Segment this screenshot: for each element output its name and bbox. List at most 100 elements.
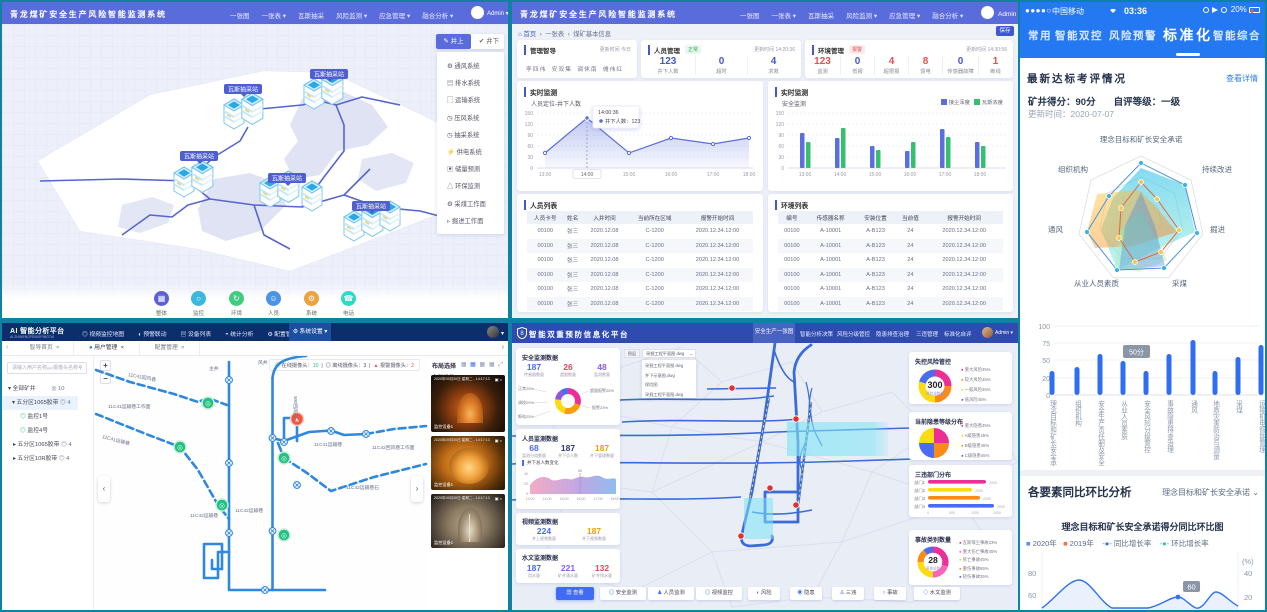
svg-text:运输机电智能管理: 运输机电智能管理 — [1258, 400, 1266, 453]
svg-text:安全生产责任制及安全管理制度: 安全生产责任制及安全管理制度 — [1097, 399, 1105, 466]
svg-text:通风: 通风 — [1190, 399, 1198, 415]
svg-text:通风: 通风 — [1048, 224, 1064, 234]
svg-text:正常29%: 正常29% — [518, 385, 534, 391]
svg-text:30: 30 — [778, 155, 784, 161]
svg-text:17:00: 17:00 — [707, 172, 720, 178]
svg-text:2000: 2000 — [993, 511, 1001, 515]
svg-text:50: 50 — [1042, 358, 1050, 365]
svg-text:150: 150 — [776, 111, 785, 117]
svg-text:60: 60 — [1187, 583, 1195, 592]
svg-text:从业人员素质: 从业人员素质 — [1120, 400, 1128, 441]
svg-text:80: 80 — [1028, 569, 1036, 578]
svg-text:11C42运输巷: 11C42运输巷 — [235, 507, 263, 514]
svg-text:2000: 2000 — [997, 505, 1005, 509]
svg-text:16:00: 16:00 — [577, 497, 586, 501]
svg-text:11C41运输巷: 11C41运输巷 — [101, 433, 130, 447]
svg-text:13:00: 13:00 — [539, 172, 552, 178]
svg-text:◎: ◎ — [177, 445, 183, 452]
svg-text:地质灾害防治与测量: 地质灾害防治与测量 — [1212, 399, 1220, 460]
svg-text:部门4: 部门4 — [914, 503, 925, 510]
svg-text:持续改进: 持续改进 — [1202, 164, 1232, 174]
svg-text:安全风险分级管控: 安全风险分级管控 — [1143, 399, 1151, 454]
svg-text:0: 0 — [526, 492, 528, 496]
svg-text:11C42运输巷: 11C42运输巷 — [190, 512, 218, 519]
svg-text:部门2: 部门2 — [914, 487, 925, 494]
svg-text:瓦斯抽采站: 瓦斯抽采站 — [356, 203, 386, 211]
svg-text:50分: 50分 — [1129, 348, 1144, 357]
svg-text:11C41运输巷工作面: 11C41运输巷工作面 — [108, 403, 151, 410]
svg-text:60: 60 — [1028, 591, 1036, 600]
svg-text:15:00: 15:00 — [560, 497, 569, 501]
svg-text:2000: 2000 — [983, 497, 991, 501]
svg-text:56: 56 — [578, 469, 582, 473]
svg-text:17:00: 17:00 — [939, 172, 952, 178]
svg-text:风井: 风井 — [258, 359, 268, 366]
svg-text:40: 40 — [1244, 569, 1252, 578]
svg-text:0: 0 — [927, 511, 929, 515]
svg-text:1000: 1000 — [971, 511, 979, 515]
svg-text:11C41回风巷: 11C41回风巷 — [128, 372, 157, 383]
svg-text:风险总数量: 风险总数量 — [926, 391, 944, 396]
svg-text:超量报警25%: 超量报警25% — [590, 387, 614, 393]
svg-text:主井: 主井 — [209, 365, 219, 372]
svg-text:14:00: 14:00 — [834, 172, 847, 178]
svg-text:13:00: 13:00 — [799, 172, 812, 178]
svg-text:瓦斯抽采站: 瓦斯抽采站 — [272, 175, 302, 183]
svg-text:18:00: 18:00 — [743, 172, 756, 178]
svg-text:0: 0 — [530, 166, 533, 172]
svg-text:11C42运输巷石: 11C42运输巷石 — [346, 484, 379, 491]
svg-text:100: 100 — [1038, 324, 1050, 331]
svg-text:采煤: 采煤 — [1172, 278, 1188, 288]
svg-text:900回风石门: 900回风石门 — [292, 396, 299, 422]
svg-text:14:00:36: 14:00:36 — [598, 110, 619, 116]
svg-text:瓦斯抽采站: 瓦斯抽采站 — [184, 153, 214, 161]
svg-text:300: 300 — [927, 380, 942, 390]
svg-text:2000: 2000 — [975, 489, 983, 493]
svg-text:90: 90 — [778, 133, 784, 139]
svg-text:瓦斯抽采站: 瓦斯抽采站 — [228, 86, 258, 94]
svg-text:部门1: 部门1 — [914, 479, 925, 486]
svg-text:掘进: 掘进 — [1210, 225, 1226, 234]
svg-text:0: 0 — [1046, 393, 1050, 400]
svg-text:14:00: 14:00 — [543, 497, 552, 501]
svg-text:断电25%: 断电25% — [518, 413, 534, 419]
svg-text:120: 120 — [525, 122, 534, 128]
svg-text:120: 120 — [776, 122, 785, 128]
svg-text:理念目标和矿长安全承诺: 理念目标和矿长安全承诺 — [1049, 400, 1057, 466]
svg-text:组织机构: 组织机构 — [1058, 164, 1088, 174]
svg-text:20: 20 — [1244, 593, 1252, 602]
svg-text:20: 20 — [524, 482, 528, 486]
svg-text:◎: ◎ — [281, 533, 287, 540]
svg-text:150: 150 — [525, 111, 534, 117]
svg-text:18:00: 18:00 — [611, 497, 620, 501]
svg-text:40: 40 — [524, 472, 528, 476]
svg-text:2000: 2000 — [989, 481, 997, 485]
svg-text:15:00: 15:00 — [623, 172, 636, 178]
svg-text:报警23%: 报警23% — [592, 404, 608, 410]
svg-text:调校29%: 调校29% — [518, 399, 534, 405]
svg-text:16:00: 16:00 — [904, 172, 917, 178]
svg-text:14:00: 14:00 — [581, 172, 594, 178]
svg-text:17:00: 17:00 — [594, 497, 603, 501]
svg-text:11C41运输巷: 11C41运输巷 — [314, 441, 342, 448]
svg-text:◎: ◎ — [205, 401, 211, 408]
svg-text:瓦斯抽采站: 瓦斯抽采站 — [314, 71, 344, 79]
svg-text:11C42回风巷工作面: 11C42回风巷工作面 — [372, 444, 415, 451]
svg-text:15:00: 15:00 — [869, 172, 882, 178]
svg-text:(%): (%) — [1242, 557, 1254, 566]
svg-text:0: 0 — [781, 166, 784, 172]
svg-text:采煤: 采煤 — [1235, 399, 1243, 415]
svg-text:事故总数: 事故总数 — [926, 566, 940, 571]
svg-text:20: 20 — [1042, 376, 1050, 383]
svg-text:组织机构: 组织机构 — [1074, 399, 1082, 428]
svg-text:28: 28 — [928, 555, 938, 565]
svg-text:事故隐患排查治理: 事故隐患排查治理 — [1166, 399, 1174, 453]
svg-text:8: 8 — [520, 331, 524, 337]
svg-text:◎: ◎ — [219, 503, 225, 510]
svg-text:30: 30 — [527, 155, 533, 161]
svg-text:理念目标和矿长安全承诺: 理念目标和矿长安全承诺 — [1100, 134, 1183, 144]
svg-text:75: 75 — [1042, 341, 1050, 348]
svg-text:60: 60 — [778, 144, 784, 150]
svg-text:部门3: 部门3 — [914, 495, 925, 502]
svg-text:13:00: 13:00 — [526, 497, 535, 501]
